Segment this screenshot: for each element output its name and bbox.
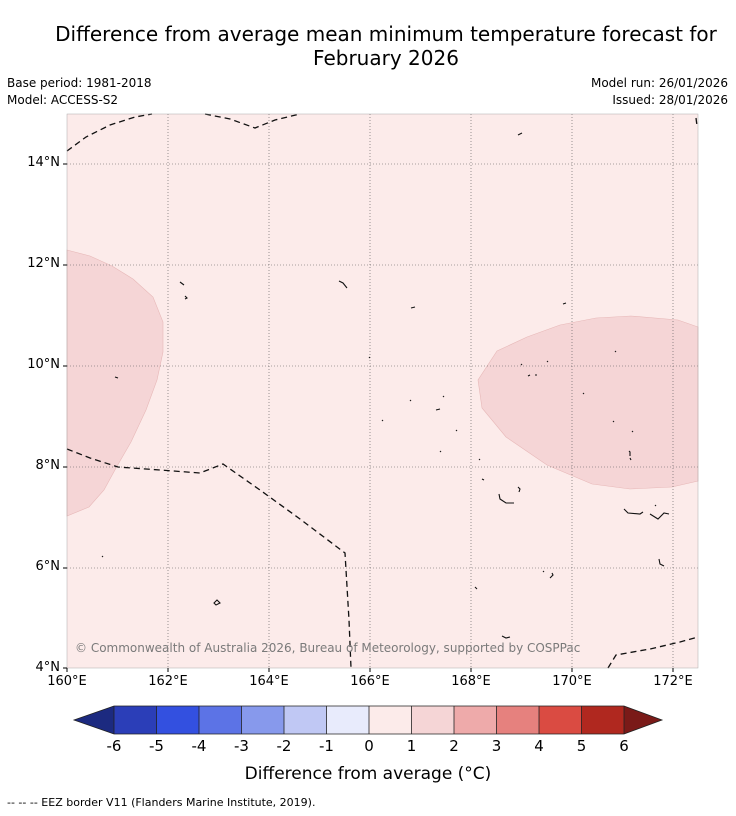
lon-label-160e: 160°E	[47, 674, 87, 689]
lat-label-8n: 8°N	[35, 458, 61, 473]
lon-label-162e: 162°E	[148, 674, 188, 689]
title-line-1: Difference from average mean minimum tem…	[55, 22, 717, 46]
meta-left: Base period: 1981-2018 Model: ACCESS-S2	[7, 75, 152, 109]
lon-label-170e: 170°E	[552, 674, 592, 689]
colorbar-tick-label: 2	[449, 737, 459, 755]
lat-label-6n: 6°N	[35, 559, 61, 574]
colorbar-tick-label: -6	[106, 737, 122, 755]
base-period: Base period: 1981-2018	[7, 76, 152, 90]
islands	[101, 132, 670, 639]
colorbar-tick-label: 0	[364, 737, 374, 755]
colorbar-tick-label: -3	[234, 737, 249, 755]
lon-label-172e: 172°E	[653, 674, 693, 689]
colorbar-tick-label: -1	[319, 737, 334, 755]
eez-legend: -- -- -- EEZ border V11 (Flanders Marine…	[7, 796, 316, 809]
colorbar-bin	[326, 706, 369, 734]
meta-right: Model run: 26/01/2026 Issued: 28/01/2026	[591, 75, 728, 109]
colorbar-title: Difference from average (°C)	[244, 764, 492, 784]
colorbar-bin	[156, 706, 199, 734]
title-line-2: February 2026	[313, 46, 459, 70]
colorbar-bin	[199, 706, 242, 734]
colorbar-tick-label: 6	[619, 737, 629, 755]
lat-label-4n: 4°N	[35, 660, 61, 675]
lat-label-10n: 10°N	[27, 357, 60, 372]
colorbar-bin	[241, 706, 284, 734]
colorbar-bin	[284, 706, 327, 734]
lat-label-12n: 12°N	[27, 256, 60, 271]
issued-date: Issued: 28/01/2026	[612, 93, 728, 107]
lat-label-14n: 14°N	[27, 155, 60, 170]
map-title: Difference from average mean minimum tem…	[0, 22, 736, 70]
axis-ticks	[63, 163, 674, 672]
colorbar-tick-label: -2	[276, 737, 292, 755]
colorbar-bin	[369, 706, 412, 734]
colorbar	[72, 705, 664, 735]
anomaly-region-west	[66, 249, 164, 517]
colorbar-tick-label: -5	[149, 737, 164, 755]
copyright-notice: © Commonwealth of Australia 2026, Bureau…	[75, 641, 581, 655]
eez-borders	[66, 113, 699, 669]
model-name: Model: ACCESS-S2	[7, 93, 119, 107]
lon-label-168e: 168°E	[451, 674, 491, 689]
colorbar-bin	[454, 706, 497, 734]
colorbar-tick-label: 3	[491, 737, 502, 755]
colorbar-tick-label: 5	[576, 737, 587, 755]
model-run: Model run: 26/01/2026	[590, 76, 728, 90]
colorbar-bin	[496, 706, 539, 734]
anomaly-region-east	[477, 315, 699, 490]
colorbar-extend-high	[624, 706, 662, 734]
colorbar-tick-label: -4	[191, 737, 207, 755]
colorbar-bin	[411, 706, 454, 734]
colorbar-tick-label: 1	[406, 737, 417, 755]
colorbar-bin	[114, 706, 157, 734]
colorbar-extend-low	[74, 706, 114, 734]
colorbar-bin	[581, 706, 624, 734]
map-frame	[66, 113, 699, 669]
lon-label-164e: 164°E	[249, 674, 289, 689]
graticule	[67, 114, 698, 668]
colorbar-bin	[539, 706, 582, 734]
lon-label-166e: 166°E	[350, 674, 390, 689]
colorbar-tick-label: 4	[534, 737, 544, 755]
